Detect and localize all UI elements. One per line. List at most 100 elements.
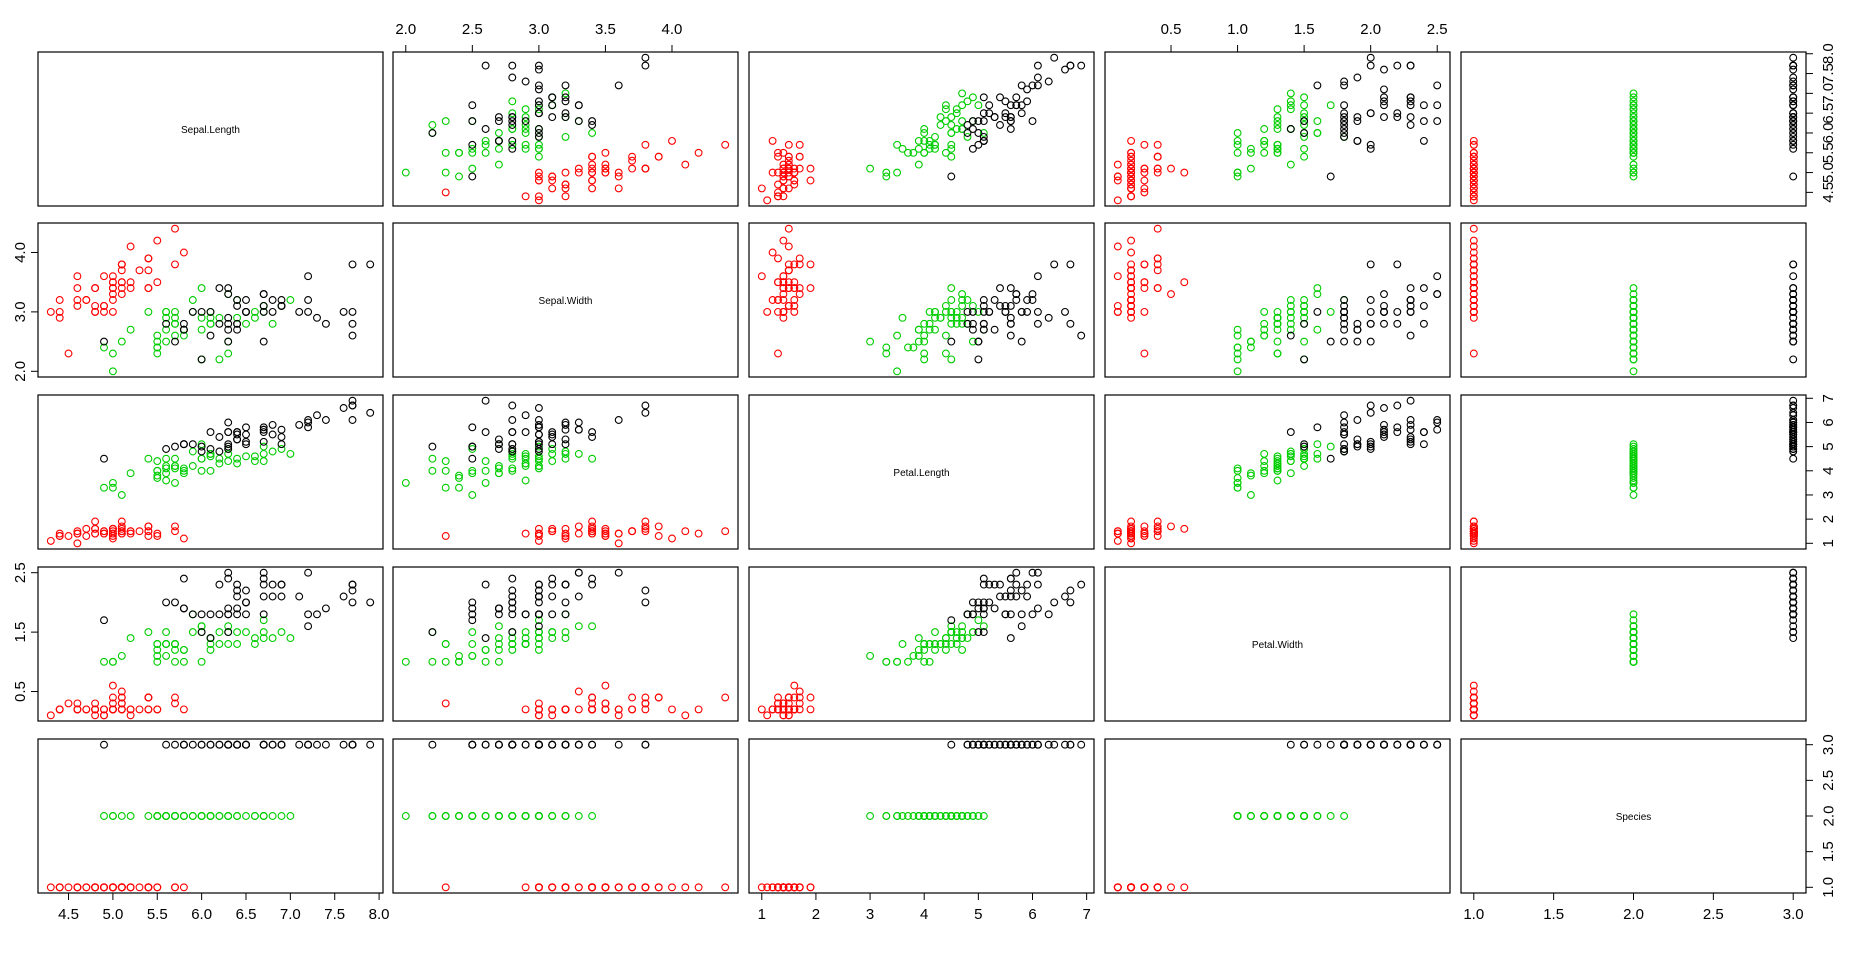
data-point: [494, 622, 503, 631]
data-point: [654, 883, 663, 892]
data-point: [1789, 616, 1798, 625]
data-point: [1127, 278, 1136, 287]
data-point: [1012, 296, 1021, 304]
data-point: [171, 640, 179, 648]
data-point: [259, 812, 268, 820]
data-point: [561, 420, 570, 429]
data-point: [1380, 430, 1388, 439]
data-point: [508, 416, 517, 424]
data-point: [1127, 152, 1136, 161]
data-point: [681, 160, 690, 169]
data-point: [534, 140, 543, 149]
data-point: [614, 740, 623, 749]
data-point: [428, 121, 437, 129]
data-point: [268, 319, 277, 328]
data-point: [1127, 168, 1136, 177]
data-point: [628, 152, 637, 161]
data-point: [1340, 301, 1349, 310]
data-point: [1469, 248, 1478, 257]
panel-sepal-width-vs-species: [1460, 222, 1807, 378]
data-point: [1366, 61, 1375, 70]
data-point: [920, 136, 929, 145]
data-point: [795, 284, 804, 293]
data-point: [1233, 367, 1242, 376]
data-point: [1340, 77, 1349, 86]
data-point: [224, 325, 233, 334]
panel-frame: [37, 51, 384, 207]
data-point: [768, 136, 777, 145]
data-point: [588, 529, 597, 538]
data-point: [1789, 586, 1798, 595]
data-point: [561, 418, 570, 427]
data-point: [481, 466, 490, 475]
data-point: [958, 101, 967, 110]
data-point: [1326, 812, 1335, 820]
data-point: [55, 705, 64, 714]
data-point: [1061, 65, 1069, 74]
data-point: [162, 454, 171, 463]
data-point: [588, 883, 597, 892]
data-point: [795, 290, 804, 299]
data-point: [1380, 740, 1388, 749]
data-point: [931, 132, 939, 141]
data-point: [117, 812, 126, 820]
data-point: [947, 172, 956, 181]
data-point: [1153, 168, 1162, 177]
data-point: [91, 301, 100, 310]
data-point: [508, 449, 517, 458]
data-point: [233, 580, 242, 589]
data-point: [784, 242, 793, 251]
data-point: [641, 61, 650, 70]
data-point: [242, 812, 250, 820]
y-tick-label: 5.0: [1820, 162, 1837, 183]
data-point: [1326, 740, 1335, 749]
data-point: [224, 740, 233, 749]
data-point: [144, 284, 153, 293]
data-point: [108, 272, 117, 281]
data-point: [1153, 140, 1162, 149]
data-point: [790, 284, 799, 293]
data-point: [968, 337, 977, 346]
data-point: [1140, 140, 1149, 149]
y-tick-label: 6: [1820, 418, 1837, 426]
panel-petal-length-vs-petal-width: [1104, 394, 1451, 550]
data-point: [224, 349, 233, 358]
data-point: [1789, 442, 1798, 451]
data-point: [1469, 260, 1478, 269]
data-point: [171, 527, 179, 536]
data-point: [224, 290, 233, 299]
data-point: [1313, 81, 1322, 90]
data-point: [1012, 568, 1021, 577]
data-point: [1789, 301, 1798, 310]
data-point: [548, 93, 557, 102]
data-point: [1044, 610, 1053, 619]
data-point: [171, 224, 179, 233]
data-point: [1273, 464, 1282, 473]
data-point: [990, 604, 999, 613]
data-point: [1340, 129, 1349, 137]
data-point: [958, 301, 967, 310]
data-point: [1469, 136, 1478, 145]
data-point: [694, 883, 703, 892]
data-point: [1469, 524, 1478, 533]
data-point: [197, 307, 206, 316]
data-point: [1017, 109, 1026, 118]
data-point: [601, 527, 610, 536]
data-point: [1789, 136, 1798, 145]
data-point: [979, 117, 988, 126]
data-point: [941, 101, 950, 110]
data-point: [958, 117, 967, 126]
data-point: [144, 266, 153, 275]
data-point: [534, 699, 543, 708]
data-point: [774, 192, 782, 201]
panel-frame: [392, 222, 739, 378]
data-point: [920, 148, 929, 157]
data-point: [1033, 272, 1042, 281]
data-point: [990, 740, 999, 749]
data-point: [774, 180, 782, 189]
data-point: [947, 140, 956, 149]
data-point: [171, 598, 179, 607]
data-point: [117, 266, 126, 275]
data-point: [82, 705, 91, 714]
data-point: [494, 113, 503, 122]
